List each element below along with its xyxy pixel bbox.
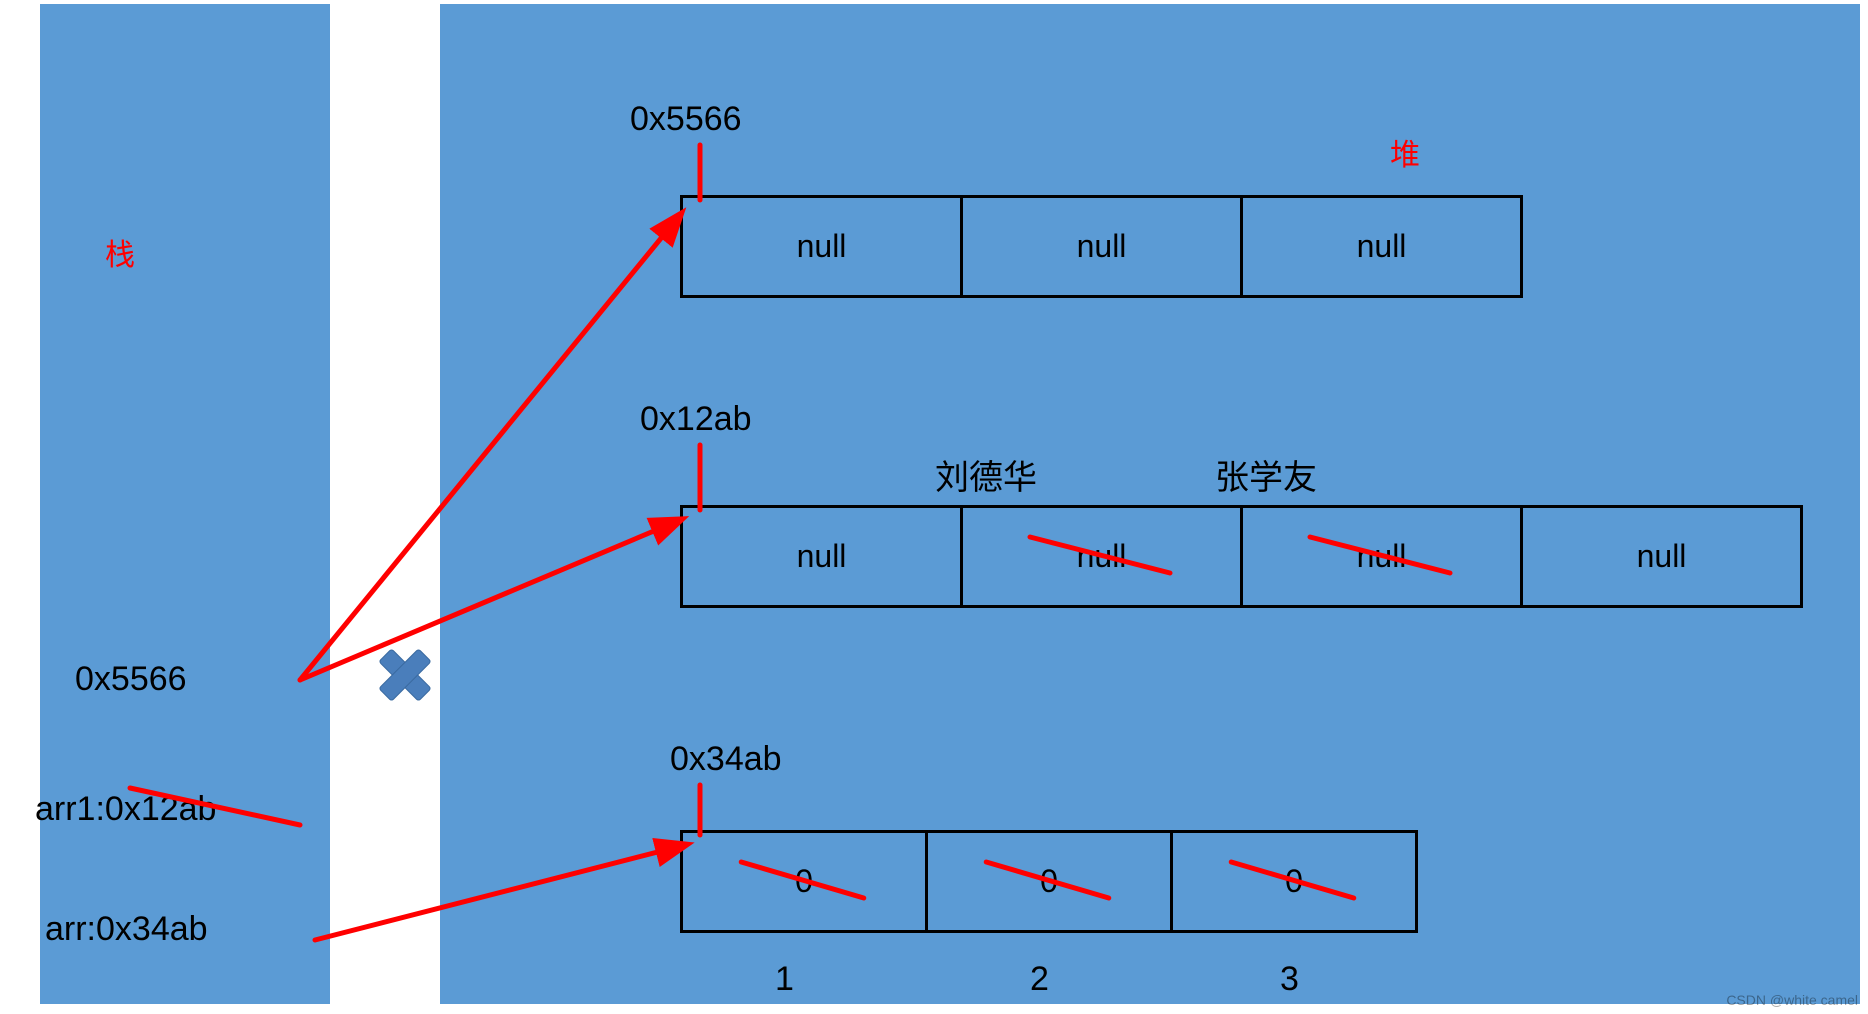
array-cell: null [682,507,962,607]
array-cell: null [962,507,1242,607]
array-cell: 0 [682,832,927,932]
array-cell: null [1242,507,1522,607]
heap-title: 堆 [1390,130,1420,174]
close-x-icon [379,649,431,701]
array-cell: null [1242,197,1522,297]
addr-12ab: 0x12ab [640,400,752,439]
array-cell: null [962,197,1242,297]
addr-5566: 0x5566 [630,100,742,139]
stack-var-arr: arr:0x34ab [45,910,208,949]
stack-title: 栈 [105,230,135,274]
array-34ab: 000 [680,830,1418,933]
array-cell: null [682,197,962,297]
array-12ab: nullnullnullnull [680,505,1803,608]
array-5566: nullnullnull [680,195,1523,298]
addr-34ab: 0x34ab [670,740,782,779]
array-cell: 0 [1172,832,1417,932]
stack-panel [40,4,330,1004]
index-2: 2 [1030,960,1049,999]
array-cell: 0 [927,832,1172,932]
index-3: 3 [1280,960,1299,999]
stack-addr-5566: 0x5566 [75,660,187,699]
name-zhangxueyou: 张学友 [1215,450,1317,499]
name-liudehua: 刘德华 [935,450,1037,499]
array-cell: null [1522,507,1802,607]
watermark: CSDN @white camel [1726,992,1858,1008]
index-1: 1 [775,960,794,999]
stack-var-arr1: arr1:0x12ab [35,790,216,829]
